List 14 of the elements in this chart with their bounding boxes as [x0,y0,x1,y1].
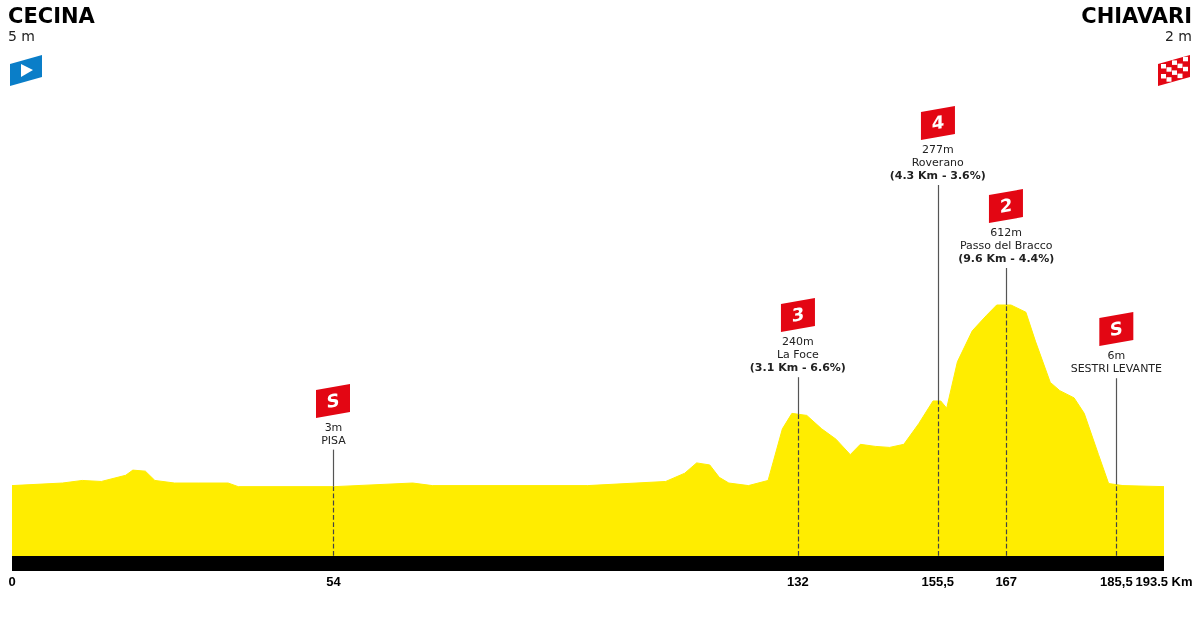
x-tick-label: 193.5 Km [1135,574,1193,589]
ref-line-label: 3 240m La Foce (3.1 Km - 6.6%) [749,300,846,375]
ref-line-label: 2 612m Passo del Bracco (9.6 Km - 4.4%) [958,191,1055,265]
ref-line-label: S 3m PISA [316,383,351,447]
x-tick-label: 155,5 [921,574,955,589]
text: CECINA 5 m [8,4,95,45]
ref-line-label: S 6m SESTRI LEVANTE [1070,314,1163,376]
text: CHIAVARI 2 m [1081,4,1192,45]
x-tick-label: 132 [787,574,809,589]
x-tick-label: 54 [326,574,342,589]
x-tick-label: 167 [995,574,1018,589]
x-tick-label: 0 [8,574,16,589]
ref-line-label: 4 277m Roverano (4.3 Km - 3.6%) [889,108,986,182]
x-tick-label: 185,5 [1100,574,1133,589]
